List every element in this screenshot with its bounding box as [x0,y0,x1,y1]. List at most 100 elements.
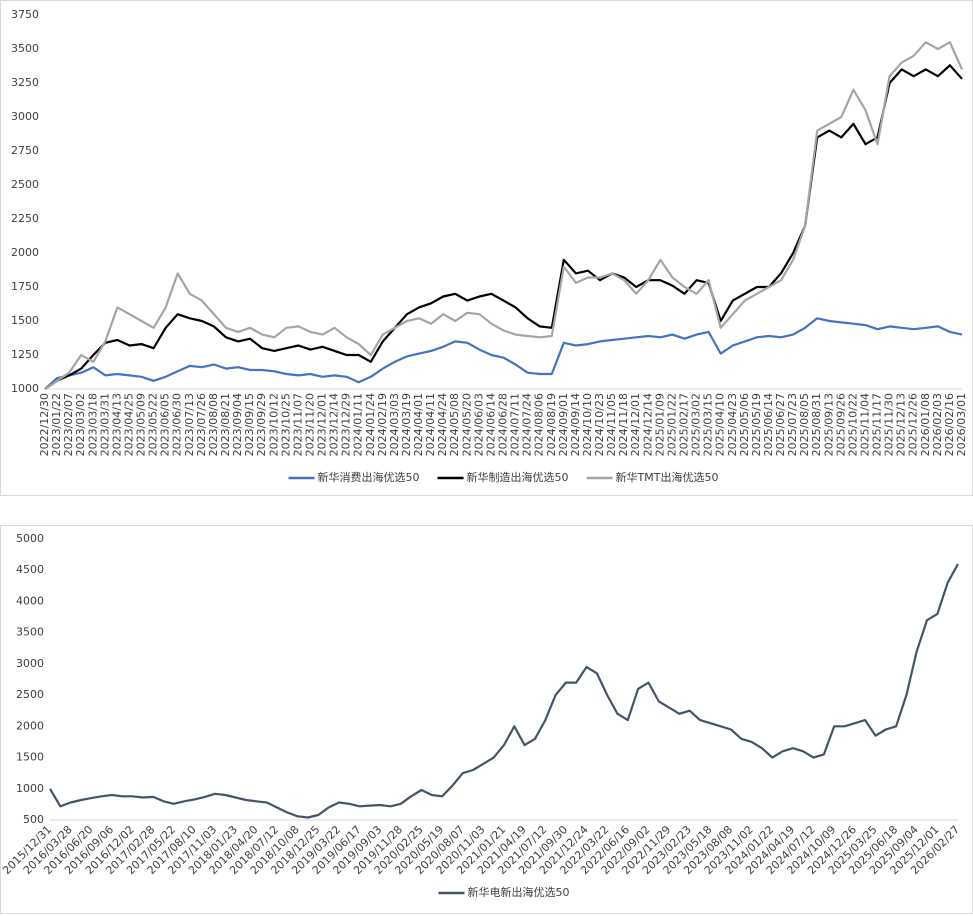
x-tick-label: 2023/07/26 [195,393,208,456]
y-tick-label: 2500 [11,178,39,191]
x-tick-label: 2024/12/01 [629,393,642,456]
x-tick-label: 2025/11/17 [871,393,884,456]
x-tick-label: 2025/11/04 [858,393,871,456]
legend: 新华消费出海优选50 新华制造出海优选50 新华TMT出海优选50 [288,470,719,484]
x-tick-label: 2025/04/23 [726,393,739,456]
x-tick-label: 2024/04/11 [424,393,437,456]
x-tick-label: 2024/09/01 [557,393,570,456]
y-tick-label: 5000 [16,532,44,545]
y-tick-label: 4500 [16,563,44,576]
series-line [49,563,959,819]
y-tick-label: 2000 [11,246,39,259]
x-tick-label: 2023/12/29 [340,393,353,456]
x-tick-label: 2025/01/09 [653,393,666,456]
y-tick-label: 1500 [16,751,44,764]
x-tick-label: 2023/12/14 [328,393,341,456]
x-tick-label: 2023/10/25 [279,393,292,456]
x-tick-label: 2023/08/08 [207,393,220,456]
x-tick-label: 2024/06/28 [497,393,510,456]
y-tick-label: 3000 [11,110,39,123]
x-tick-label: 2023/03/31 [98,393,111,456]
y-tick-label: 2750 [11,144,39,157]
x-tick-label: 2024/03/19 [400,393,413,456]
legend-label: 新华制造出海优选50 [467,470,569,484]
chart-frame [0,525,973,914]
y-tick-label: 500 [23,813,44,826]
x-tick-label: 2023/09/29 [255,393,268,456]
x-tick-label: 2025/12/26 [907,393,920,456]
series-line [44,41,964,390]
x-tick-label: 2025/02/17 [677,393,690,456]
x-tick-label: 2024/07/24 [521,393,534,456]
x-tick-label: 2025/11/30 [883,393,896,456]
legend-label: 新华TMT出海优选50 [616,470,719,484]
x-tick-label: 2024/06/03 [472,393,485,456]
series-line [44,317,963,390]
y-tick-label: 2250 [11,212,39,225]
x-tick-label: 2023/04/13 [110,393,123,456]
x-tick-label: 2025/10/22 [846,393,859,456]
y-tick-label: 3250 [11,76,39,89]
x-tick-label: 2023/03/18 [86,393,99,456]
y-tick-label: 3750 [11,8,39,21]
x-tick-label: 2025/05/19 [750,393,763,456]
x-tick-label: 2025/06/14 [762,393,775,456]
x-tick-label: 2024/05/08 [448,393,461,456]
x-tick-label: 2024/07/11 [509,393,522,456]
x-tick-label: 2023/09/04 [231,393,244,456]
legend-label: 新华电新出海优选50 [468,885,570,899]
x-tick-label: 2023/04/25 [122,393,135,456]
x-tick-label: 2023/09/15 [243,393,256,456]
x-tick-label: 2024/12/14 [641,393,654,456]
x-tick-label: 2023/02/07 [62,393,75,456]
x-tick-label: 2023/11/20 [303,393,316,456]
x-tick-label: 2025/05/06 [738,393,751,456]
x-tick-label: 2023/10/12 [267,393,280,456]
legend-label: 新华消费出海优选50 [318,470,420,484]
y-tick-label: 1500 [11,314,39,327]
x-tick-label: 2025/07/23 [786,393,799,456]
legend: 新华电新出海优选50 [438,885,570,899]
x-tick-label: 2023/03/02 [74,393,87,456]
x-tick-label: 2024/01/24 [364,393,377,456]
x-tick-label: 2023/07/13 [183,393,196,456]
x-tick-label: 2025/09/26 [834,393,847,456]
x-tick-label: 2024/01/11 [352,393,365,456]
y-tick-label: 1250 [11,348,39,361]
x-tick-label: 2025/12/13 [895,393,908,456]
x-tick-label: 2024/04/24 [436,393,449,456]
x-tick-label: 2026/01/08 [919,393,932,456]
x-tick-label: 2024/10/10 [581,393,594,456]
x-tick-label: 2023/06/05 [159,393,172,456]
y-tick-label: 4000 [16,594,44,607]
x-tick-label: 2023/06/30 [171,393,184,456]
x-tick-label: 2024/03/03 [388,393,401,456]
x-tick-label: 2024/11/18 [617,393,630,456]
x-tick-label: 2024/11/05 [605,393,618,456]
x-tick-label: 2023/11/07 [291,393,304,456]
x-tick-label: 2025/04/10 [714,393,727,456]
x-tick-label: 2024/06/14 [484,393,497,456]
y-tick-label: 3000 [16,657,44,670]
x-tick-label: 2024/05/20 [460,393,473,456]
x-tick-label: 2025/01/22 [665,393,678,456]
x-tick-label: 2025/09/13 [822,393,835,456]
x-tick-label: 2025/08/31 [810,393,823,456]
x-tick-label: 2025/06/27 [774,393,787,456]
x-tick-label: 2024/10/23 [593,393,606,456]
x-tick-label: 2024/09/14 [569,393,582,456]
y-tick-label: 1000 [16,782,44,795]
y-tick-label: 1750 [11,280,39,293]
x-tick-label: 2023/05/09 [135,393,148,456]
x-tick-label: 2025/03/02 [690,393,703,456]
x-tick-label: 2024/02/19 [376,393,389,456]
x-tick-label: 2023/12/01 [316,393,329,456]
x-tick-label: 2026/02/16 [943,393,956,456]
y-tick-label: 1000 [11,382,39,395]
x-tick-label: 2023/05/22 [147,393,160,456]
x-tick-label: 2025/03/15 [702,393,715,456]
y-tick-label: 3500 [11,42,39,55]
x-tick-label: 2026/02/03 [931,393,944,456]
